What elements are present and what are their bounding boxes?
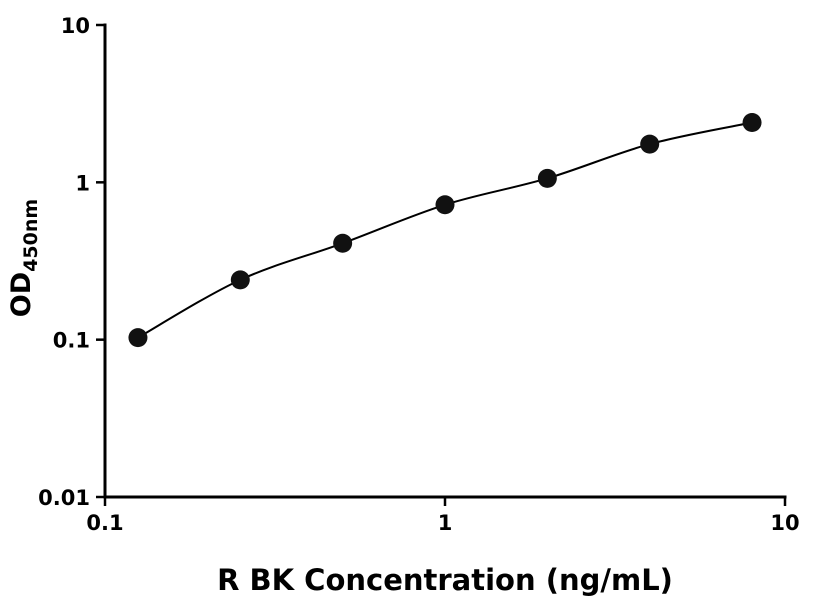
y-tick-label: 0.1 [53, 329, 90, 353]
x-axis-label: R BK Concentration (ng/mL) [217, 563, 673, 597]
y-tick-label: 10 [61, 14, 90, 38]
fit-curve [137, 121, 753, 339]
y-tick-label: 1 [75, 171, 90, 195]
y-axis-label-main: OD [6, 272, 37, 317]
data-point [640, 134, 660, 154]
data-point [537, 168, 557, 188]
data-point [742, 113, 762, 133]
data-point [230, 270, 250, 290]
y-axis-label-subscript: 450nm [20, 199, 42, 272]
x-tick-label: 1 [438, 511, 453, 535]
y-axis-label: OD450nm [6, 199, 42, 317]
y-tick-label: 0.01 [38, 486, 90, 510]
data-point [333, 233, 353, 253]
data-point [128, 328, 148, 348]
x-tick-label: 10 [770, 511, 799, 535]
data-point [435, 195, 455, 215]
x-tick-label: 0.1 [86, 511, 123, 535]
